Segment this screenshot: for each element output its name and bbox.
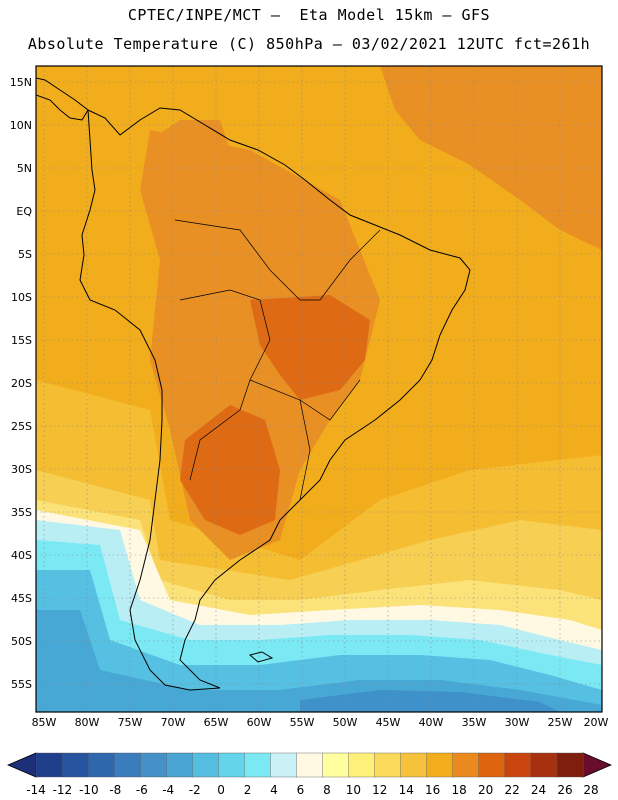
lat-label: 10N: [10, 119, 32, 132]
colorbar-swatch: [530, 752, 558, 778]
lon-label: 75W: [118, 716, 143, 729]
lon-label: 60W: [247, 716, 272, 729]
lon-label: 30W: [505, 716, 530, 729]
lat-label: 25S: [11, 420, 32, 433]
colorbar-swatch: [452, 752, 480, 778]
lat-label: 5N: [17, 162, 32, 175]
colorbar-swatch: [556, 752, 584, 778]
colorbar-swatch: [244, 752, 272, 778]
colorbar-label: 4: [270, 783, 278, 797]
colorbar-swatch: [61, 752, 89, 778]
colorbar-swatch: [87, 752, 115, 778]
colorbar-label: 10: [346, 783, 361, 797]
colorbar-under-triangle: [6, 752, 37, 778]
lat-label: 15S: [11, 334, 32, 347]
lon-label: 65W: [204, 716, 229, 729]
internal-borders: [174, 219, 381, 501]
colorbar-labels: -14 -12 -10 -8 -6 -4 -2 0 2 4 6 8 10 12 …: [26, 783, 598, 797]
colorbar-swatches: [35, 752, 584, 778]
lon-label: 35W: [462, 716, 487, 729]
coastline: [36, 77, 471, 691]
field-minus4c: [300, 690, 560, 712]
lon-label: 80W: [75, 716, 100, 729]
colorbar-swatch: [504, 752, 532, 778]
colorbar-label: 14: [399, 783, 414, 797]
lon-label: 55W: [290, 716, 315, 729]
lon-label: 40W: [419, 716, 444, 729]
colorbar-swatch: [322, 752, 350, 778]
colorbar-label: 0: [217, 783, 225, 797]
colorbar-over-triangle: [582, 752, 613, 778]
lat-label: 15N: [10, 76, 32, 89]
colorbar-swatch: [139, 752, 167, 778]
colorbar-label: -14: [26, 783, 46, 797]
colorbar: -14 -12 -10 -8 -6 -4 -2 0 2 4 6 8 10 12 …: [6, 752, 613, 797]
colorbar-swatch: [426, 752, 454, 778]
field-22c-brazil: [250, 295, 370, 400]
lat-label: EQ: [16, 205, 32, 218]
lat-label: 20S: [11, 377, 32, 390]
field-minus2c: [36, 610, 602, 712]
colorbar-label: -12: [53, 783, 73, 797]
colorbar-label: 20: [478, 783, 493, 797]
colorbar-swatch: [113, 752, 141, 778]
falkland-islands: [248, 651, 274, 663]
colorbar-label: 28: [583, 783, 598, 797]
colorbar-label: 16: [425, 783, 440, 797]
temperature-field: [36, 66, 602, 712]
colorbar-label: 26: [557, 783, 572, 797]
colorbar-swatch: [400, 752, 428, 778]
lat-label: 50S: [11, 635, 32, 648]
lon-label: 50W: [333, 716, 358, 729]
lon-label: 85W: [32, 716, 57, 729]
lat-axis: 15N 10N 5N EQ 5S 10S 15S 20S 25S 30S 35S…: [10, 76, 33, 691]
colorbar-label: 8: [323, 783, 331, 797]
lat-label: 35S: [11, 506, 32, 519]
colorbar-label: -8: [109, 783, 121, 797]
field-22c-chaco: [180, 405, 280, 535]
map-title-line-1: CPTEC/INPE/MCT – Eta Model 15km – GFS: [127, 6, 491, 24]
colorbar-label: 12: [372, 783, 387, 797]
colorbar-swatch: [374, 752, 402, 778]
lat-label: 55S: [11, 678, 32, 691]
field-0c: [36, 570, 602, 712]
colorbar-label: -2: [189, 783, 201, 797]
colorbar-swatch: [192, 752, 220, 778]
colorbar-label: -6: [136, 783, 148, 797]
lat-label: 5S: [18, 248, 32, 261]
lon-label: 20W: [584, 716, 609, 729]
map-title-line-2: Absolute Temperature (C) 850hPa – 03/02/…: [27, 35, 591, 53]
colorbar-label: -4: [162, 783, 174, 797]
lat-label: 10S: [11, 291, 32, 304]
lat-label: 45S: [11, 592, 32, 605]
plot-frame: [35, 65, 603, 713]
lat-label: 40S: [11, 549, 32, 562]
lon-axis: 85W 80W 75W 70W 65W 60W 55W 50W 45W 40W …: [32, 716, 609, 729]
lon-label: 45W: [376, 716, 401, 729]
colorbar-swatch: [348, 752, 376, 778]
colorbar-label: 24: [531, 783, 546, 797]
colorbar-swatch: [166, 752, 193, 778]
central-america-coast: [36, 77, 89, 121]
colorbar-swatch: [35, 752, 63, 778]
south-america-coast: [79, 107, 471, 691]
colorbar-label: -10: [79, 783, 99, 797]
lon-label: 70W: [161, 716, 186, 729]
colorbar-label: 22: [504, 783, 519, 797]
lat-label: 30S: [11, 463, 32, 476]
field-22c-north-coast: [150, 120, 230, 170]
colorbar-swatch: [218, 752, 246, 778]
field-20c-ne: [520, 80, 602, 165]
colorbar-swatch: [296, 752, 324, 778]
colorbar-label: 18: [452, 783, 467, 797]
colorbar-swatch: [478, 752, 506, 778]
colorbar-swatch: [270, 752, 298, 778]
colorbar-label: 2: [244, 783, 252, 797]
colorbar-label: 6: [297, 783, 305, 797]
lon-label: 25W: [548, 716, 573, 729]
